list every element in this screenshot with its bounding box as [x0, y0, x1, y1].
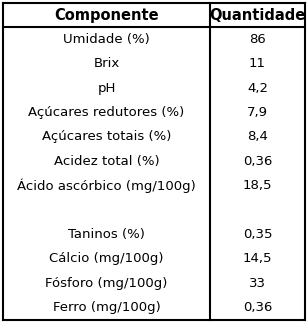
Text: 0,35: 0,35 — [243, 228, 272, 241]
Text: Fósforo (mg/100g): Fósforo (mg/100g) — [45, 277, 168, 290]
Text: 0,36: 0,36 — [243, 155, 272, 168]
Text: 11: 11 — [249, 57, 266, 70]
Text: 7,9: 7,9 — [247, 106, 268, 119]
Text: Componente: Componente — [54, 8, 159, 23]
Text: Açúcares totais (%): Açúcares totais (%) — [42, 130, 171, 143]
Text: 0,36: 0,36 — [243, 301, 272, 314]
Text: Ácido ascórbico (mg/100g): Ácido ascórbico (mg/100g) — [17, 178, 196, 193]
Text: Ferro (mg/100g): Ferro (mg/100g) — [53, 301, 160, 314]
Text: Umidade (%): Umidade (%) — [63, 33, 150, 46]
Text: Acidez total (%): Acidez total (%) — [54, 155, 159, 168]
Text: 18,5: 18,5 — [243, 179, 272, 192]
Text: pH: pH — [97, 81, 116, 95]
Text: Taninos (%): Taninos (%) — [68, 228, 145, 241]
Text: Açúcares redutores (%): Açúcares redutores (%) — [28, 106, 184, 119]
Text: 8,4: 8,4 — [247, 130, 268, 143]
Text: Brix: Brix — [93, 57, 120, 70]
Text: 33: 33 — [249, 277, 266, 290]
Text: Quantidade: Quantidade — [209, 8, 306, 23]
Text: Cálcio (mg/100g): Cálcio (mg/100g) — [49, 252, 164, 265]
Text: 86: 86 — [249, 33, 266, 46]
Text: 14,5: 14,5 — [243, 252, 272, 265]
Text: 4,2: 4,2 — [247, 81, 268, 95]
